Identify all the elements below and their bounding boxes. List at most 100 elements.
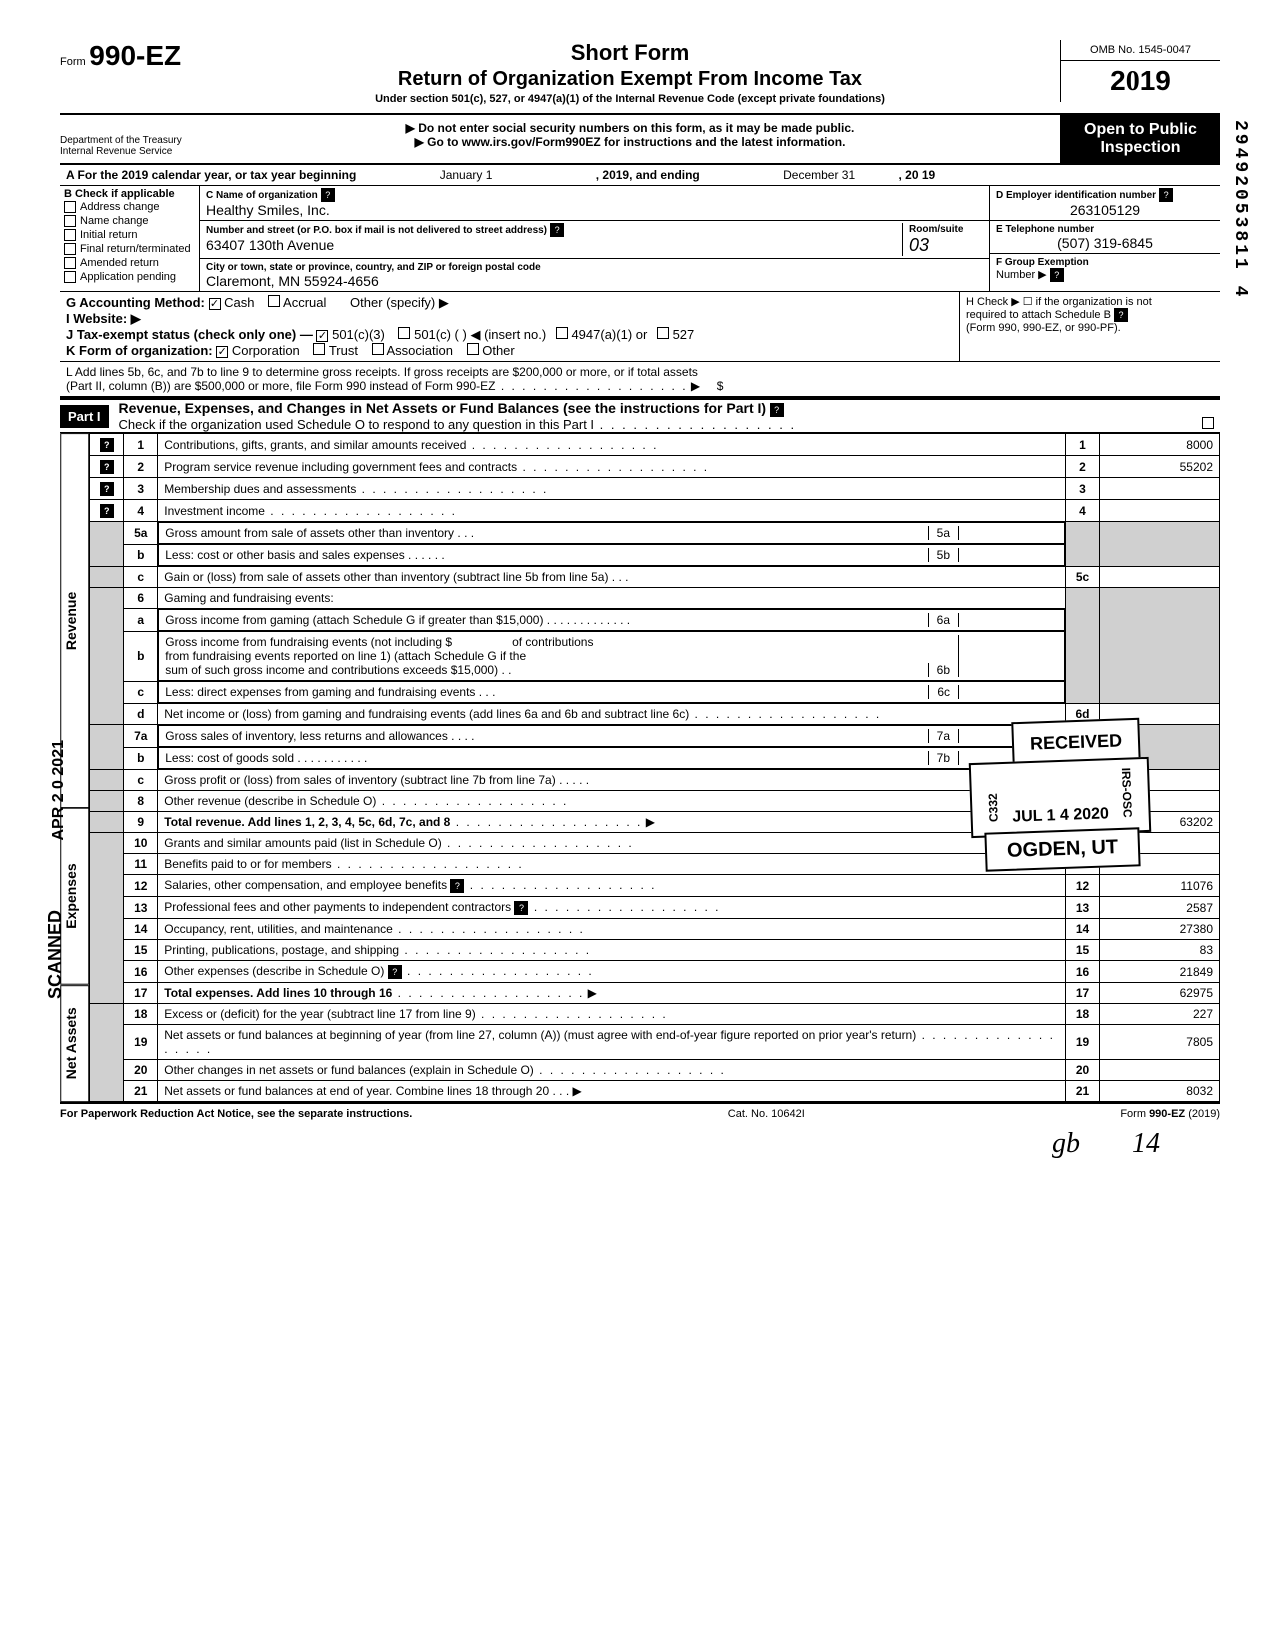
cb-assoc[interactable] — [372, 343, 384, 355]
instructions: Do not enter social security numbers on … — [200, 115, 1060, 163]
cb-corp[interactable] — [216, 346, 228, 358]
form-number-box: Form 990-EZ — [60, 40, 200, 72]
return-title: Return of Organization Exempt From Incom… — [210, 68, 1050, 91]
city-row: City or town, state or province, country… — [200, 259, 989, 291]
line-19: 19Net assets or fund balances at beginni… — [90, 1025, 1220, 1060]
ssn-warning: Do not enter social security numbers on … — [206, 121, 1054, 135]
help-icon[interactable]: ? — [550, 223, 564, 237]
line-14: 14Occupancy, rent, utilities, and mainte… — [90, 919, 1220, 940]
title-box: Short Form Return of Organization Exempt… — [200, 40, 1060, 105]
section-i: I Website: ▶ — [66, 311, 953, 327]
open-public: Open to Public Inspection — [1061, 115, 1220, 163]
line-6b: bGross income from fundraising events (n… — [90, 631, 1220, 681]
ogden-stamp: OGDEN, UT — [984, 827, 1140, 871]
street-row: Number and street (or P.O. box if mail i… — [200, 221, 989, 259]
part1-title: Revenue, Expenses, and Changes in Net As… — [119, 400, 767, 416]
section-h: H Check ▶ ☐ if the organization is not r… — [960, 292, 1220, 361]
cb-501c[interactable] — [398, 327, 410, 339]
cb-cash[interactable] — [209, 298, 221, 310]
section-b: B Check if applicable Address change Nam… — [60, 186, 200, 291]
line-3: ?3Membership dues and assessments3 — [90, 478, 1220, 500]
form-header: Form 990-EZ Short Form Return of Organiz… — [60, 40, 1220, 115]
form-number: 990-EZ — [89, 40, 181, 71]
cb-trust[interactable] — [313, 343, 325, 355]
org-name: Healthy Smiles, Inc. — [206, 202, 330, 218]
section-b-label: B Check if applicable — [64, 188, 195, 200]
cat-number: Cat. No. 10642I — [728, 1108, 805, 1120]
line-6: 6Gaming and fundraising events: — [90, 588, 1220, 609]
help-icon[interactable]: ? — [1159, 188, 1173, 202]
side-net-assets: Net Assets — [60, 985, 89, 1102]
room-suite: 03 — [909, 235, 929, 255]
cb-amended[interactable]: Amended return — [64, 256, 195, 270]
apr-date-stamp: APR 2 0 2021 — [50, 740, 68, 841]
section-k: K Form of organization: Corporation Trus… — [66, 343, 953, 358]
dept-irs: Internal Revenue Service — [60, 146, 200, 157]
cb-name-change[interactable]: Name change — [64, 214, 195, 228]
right-header: OMB No. 1545-0047 20201919 — [1060, 40, 1220, 102]
section-l: L Add lines 5b, 6c, and 7b to line 9 to … — [60, 362, 1220, 398]
line-13: 13Professional fees and other payments t… — [90, 897, 1220, 919]
org-info-block: B Check if applicable Address change Nam… — [60, 186, 1220, 292]
gh-row: G Accounting Method: Cash Accrual Other … — [60, 292, 1220, 362]
cb-501c3[interactable] — [316, 330, 328, 342]
cb-4947[interactable] — [556, 327, 568, 339]
dept-row: Department of the Treasury Internal Reve… — [60, 115, 1220, 165]
dept-treasury: Department of the Treasury — [60, 135, 200, 146]
line-5c: cGain or (loss) from sale of assets othe… — [90, 567, 1220, 588]
cb-accrual[interactable] — [268, 295, 280, 307]
document-id: 29492053811 4 — [1230, 120, 1250, 299]
section-g: G Accounting Method: Cash Accrual Other … — [66, 295, 953, 311]
line-5b: bLess: cost or other basis and sales exp… — [90, 544, 1220, 567]
cb-other[interactable] — [467, 343, 479, 355]
phone: (507) 319-6845 — [996, 235, 1214, 251]
cb-schedule-o[interactable] — [1202, 417, 1214, 429]
part1-label: Part I — [60, 405, 109, 428]
footer: For Paperwork Reduction Act Notice, see … — [60, 1102, 1220, 1120]
help-icon[interactable]: ? — [1050, 268, 1064, 282]
line-18: 18Excess or (deficit) for the year (subt… — [90, 1004, 1220, 1025]
line-5a: 5aGross amount from sale of assets other… — [90, 522, 1220, 545]
line-1: ?1Contributions, gifts, grants, and simi… — [90, 434, 1220, 456]
scanned-stamp: SCANNED — [45, 910, 66, 999]
help-icon[interactable]: ? — [1114, 308, 1128, 322]
cb-final-return[interactable]: Final return/terminated — [64, 242, 195, 256]
line-6a: aGross income from gaming (attach Schedu… — [90, 609, 1220, 632]
form-prefix: Form — [60, 56, 86, 68]
part1-header: Part I Revenue, Expenses, and Changes in… — [60, 398, 1220, 433]
right-info: D Employer identification number ? 26310… — [990, 186, 1220, 291]
line-17: 17Total expenses. Add lines 10 through 1… — [90, 983, 1220, 1004]
section-a: A For the 2019 calendar year, or tax yea… — [60, 165, 1220, 186]
initials: gb — [1052, 1128, 1080, 1160]
section-c: C Name of organization ? Healthy Smiles,… — [200, 186, 990, 291]
irs-osc-stamp: IRS-OSC — [1119, 767, 1135, 817]
cb-pending[interactable]: Application pending — [64, 270, 195, 284]
line-2: ?2Program service revenue including gove… — [90, 456, 1220, 478]
form-ref: Form 990-EZ (2019) — [1120, 1108, 1220, 1120]
short-form-label: Short Form — [210, 40, 1050, 66]
paperwork-notice: For Paperwork Reduction Act Notice, see … — [60, 1108, 412, 1120]
cb-initial-return[interactable]: Initial return — [64, 228, 195, 242]
c332-stamp: C332 — [986, 793, 1001, 822]
cb-527[interactable] — [657, 327, 669, 339]
line-20: 20Other changes in net assets or fund ba… — [90, 1060, 1220, 1081]
help-icon[interactable]: ? — [770, 403, 784, 417]
section-f: F Group Exemption Number ▶ ? — [990, 254, 1220, 284]
open-public-box: Open to Public Inspection — [1060, 115, 1220, 163]
org-name-row: C Name of organization ? Healthy Smiles,… — [200, 186, 989, 221]
cb-address-change[interactable]: Address change — [64, 200, 195, 214]
section-d: D Employer identification number ? 26310… — [990, 186, 1220, 221]
line-16: 16Other expenses (describe in Schedule O… — [90, 961, 1220, 983]
goto-link: Go to www.irs.gov/Form990EZ for instruct… — [206, 135, 1054, 149]
line-21: 21Net assets or fund balances at end of … — [90, 1081, 1220, 1102]
date-stamp: JUL 1 4 2020 — [1012, 805, 1109, 825]
help-icon[interactable]: ? — [321, 188, 335, 202]
section-e: E Telephone number (507) 319-6845 — [990, 221, 1220, 254]
omb-number: OMB No. 1545-0047 — [1061, 40, 1220, 61]
street: 63407 130th Avenue — [206, 237, 334, 253]
department: Department of the Treasury Internal Reve… — [60, 115, 200, 163]
section-j: J Tax-exempt status (check only one) — 5… — [66, 327, 953, 343]
page-number: 14 — [1132, 1128, 1160, 1160]
line-12: 12Salaries, other compensation, and empl… — [90, 875, 1220, 897]
ein: 263105129 — [996, 202, 1214, 218]
